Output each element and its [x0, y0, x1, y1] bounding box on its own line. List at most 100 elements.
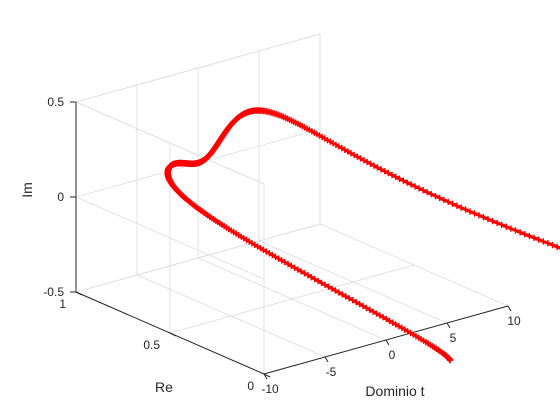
data-point-marker	[493, 219, 501, 227]
data-point-marker	[335, 289, 343, 296]
x-tick-label: -10	[261, 382, 279, 396]
y-tick-mark	[169, 332, 177, 337]
data-point-marker	[339, 291, 346, 298]
data-point-marker	[480, 214, 487, 221]
data-point-marker	[440, 196, 448, 204]
data-point-marker	[346, 295, 353, 302]
data-point-marker	[526, 232, 533, 240]
data-point-marker	[304, 272, 312, 279]
data-point-marker	[379, 314, 387, 321]
x-tick-label: 10	[507, 314, 521, 328]
x-tick-mark	[446, 322, 451, 329]
data-point-marker	[466, 208, 474, 215]
data-point-marker	[498, 221, 505, 229]
data-point-marker	[321, 281, 329, 288]
series-line	[166, 109, 560, 361]
data-point-marker	[549, 241, 556, 249]
x-tick-mark	[507, 305, 512, 312]
z-axis-label: Im	[19, 182, 35, 198]
y-tick-label: 0.5	[143, 338, 160, 352]
data-point-marker	[521, 230, 528, 238]
data-point-marker	[288, 262, 295, 270]
box-edge	[75, 101, 265, 185]
data-point-marker	[400, 177, 407, 184]
axes-box	[70, 33, 512, 380]
data-point-marker	[423, 188, 431, 196]
data-point-marker	[360, 157, 368, 164]
grid-line	[169, 264, 415, 334]
data-point-marker	[354, 153, 361, 160]
grid-line	[75, 196, 265, 280]
data-point-marker	[535, 236, 542, 243]
data-point-marker	[475, 212, 483, 219]
data-point-marker	[301, 270, 308, 277]
data-point-marker	[507, 225, 515, 232]
data-point-marker	[544, 240, 552, 247]
data-point-marker	[352, 298, 360, 306]
data-point-marker	[396, 175, 403, 182]
data-point-marker	[356, 300, 363, 308]
data-point-marker	[350, 151, 358, 159]
data-point-marker	[366, 306, 374, 313]
data-point-marker	[484, 215, 492, 223]
data-point-marker	[325, 283, 332, 290]
data-point-marker	[436, 194, 443, 202]
data-point-marker	[373, 310, 380, 317]
data-point-marker	[553, 243, 560, 250]
data-point-marker	[377, 166, 385, 173]
data-point-marker	[370, 162, 378, 169]
data-point-marker	[411, 183, 419, 190]
y-tick-label: 1	[59, 297, 66, 311]
y-tick-mark	[263, 373, 271, 378]
data-point-marker	[428, 190, 435, 198]
data-point-marker	[512, 227, 519, 234]
data-point-marker	[471, 210, 478, 217]
data-series	[164, 107, 560, 364]
data-point-marker	[342, 293, 349, 300]
data-point-marker	[376, 312, 384, 319]
data-point-marker	[291, 264, 298, 271]
x-tick-label: -5	[326, 365, 337, 379]
data-point-marker	[374, 164, 381, 171]
data-point-marker	[328, 285, 336, 292]
x-axis-label: Dominio t	[365, 383, 424, 399]
data-point-marker	[363, 158, 371, 166]
data-point-marker	[359, 302, 367, 310]
y-axis-label: Re	[155, 379, 173, 395]
data-point-marker	[432, 192, 439, 200]
grid-lines	[75, 33, 509, 375]
data-point-marker	[318, 279, 325, 287]
data-point-marker	[457, 204, 465, 211]
data-point-marker	[349, 297, 356, 304]
x-tick-mark	[324, 356, 329, 363]
y-tick-label: 0	[247, 379, 254, 393]
z-tick-label: -0.5	[43, 285, 64, 299]
data-point-marker	[385, 169, 392, 177]
data-point-marker	[530, 234, 538, 242]
data-point-marker	[297, 268, 305, 275]
data-point-marker	[449, 200, 456, 207]
data-point-marker	[294, 266, 302, 273]
tick-labels: -10 -5 0 5 10 0 0.5 1-0.5 0 0.5	[43, 95, 521, 396]
data-point-marker	[363, 304, 370, 312]
x-tick-mark	[385, 339, 390, 346]
data-point-marker	[403, 179, 411, 186]
y-tick-mark	[75, 291, 83, 296]
grid-line	[75, 223, 321, 293]
data-point-marker	[516, 229, 524, 236]
data-point-marker	[407, 181, 415, 188]
data-point-marker	[314, 277, 322, 285]
data-point-marker	[503, 223, 510, 230]
data-point-marker	[419, 187, 427, 194]
x-tick-label: 0	[389, 348, 396, 362]
data-point-marker	[367, 160, 374, 168]
data-point-marker	[462, 206, 469, 213]
data-point-marker	[332, 287, 339, 294]
x-tick-label: 5	[450, 331, 457, 345]
box-edge	[75, 33, 321, 103]
data-point-marker	[415, 185, 423, 192]
data-point-marker	[489, 217, 496, 225]
z-tick-label: 0	[57, 190, 64, 204]
data-point-marker	[444, 198, 452, 206]
